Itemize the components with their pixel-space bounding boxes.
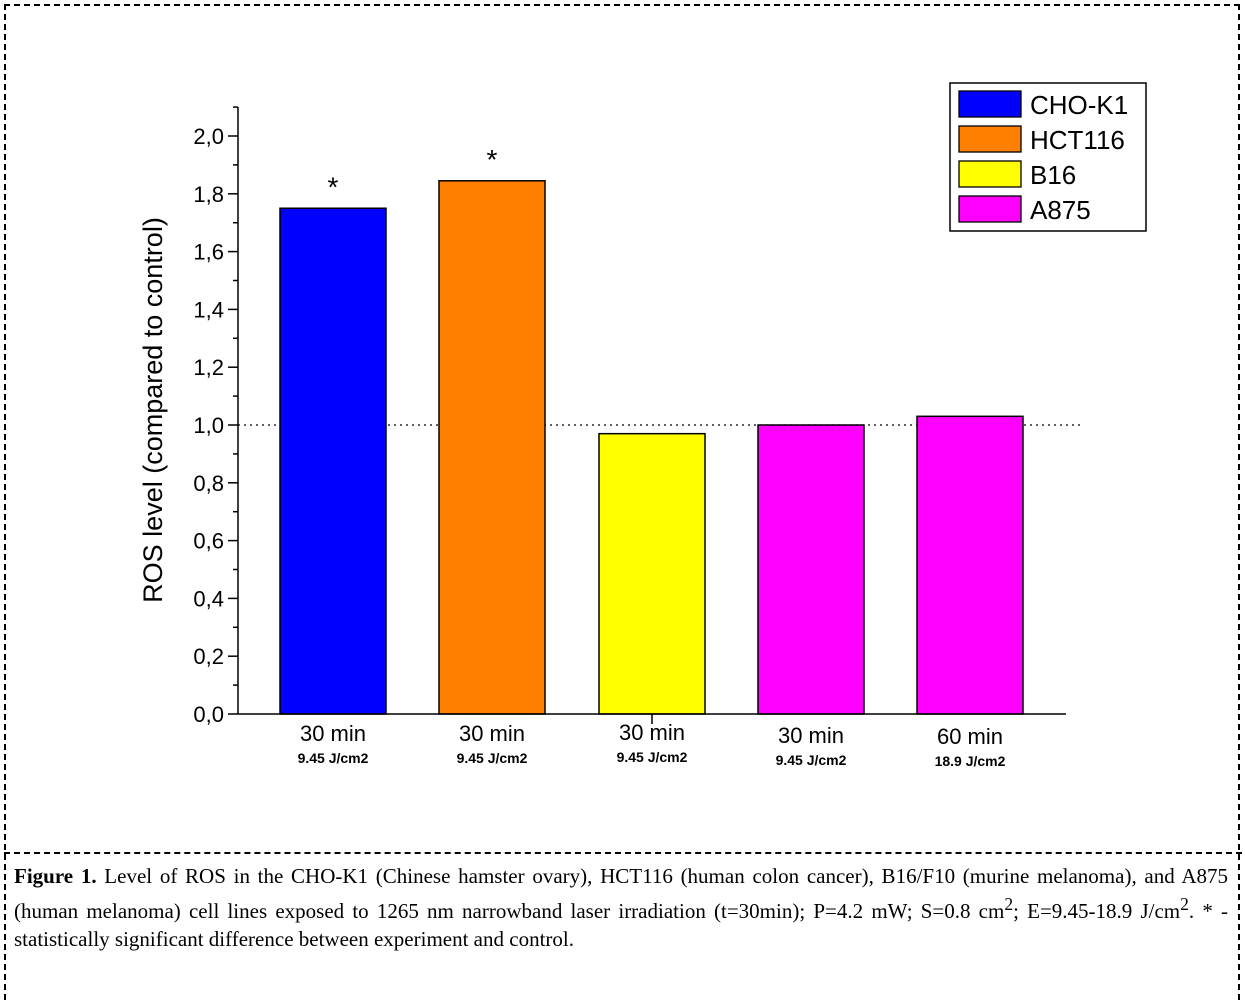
legend-swatch-hct116 [958,125,1022,153]
legend-label-cho-k1: CHO-K1 [1030,90,1128,120]
y-tick-label: 0,6 [193,529,224,554]
x-label-time-1: 30 min [300,721,366,746]
y-tick-label: 1,8 [193,182,224,207]
significance-mark-2: * [487,144,498,175]
legend-label-b16: B16 [1030,160,1076,190]
caption-text-3: . * - statistically significant differen… [14,899,1229,951]
y-tick-label: 0,2 [193,644,224,669]
legend-swatch-b16 [958,160,1022,188]
y-tick-label: 0,0 [193,702,224,727]
y-tick-label: 1,6 [193,240,224,265]
caption-sup-1: 2 [1004,894,1014,914]
caption-sup-2: 2 [1180,894,1189,914]
x-label-time-3: 30 min [619,720,685,745]
y-tick-label: 1,2 [193,355,224,380]
bar-hct116-2 [438,180,546,715]
y-tick-label: 0,4 [193,586,224,611]
y-axis-label: ROS level (compared to control) [138,217,168,603]
caption-text-2: ; E=9.45-18.9 J/cm [1013,899,1181,923]
caption-divider [4,852,1242,854]
legend-label-hct116: HCT116 [1030,125,1125,155]
figure-frame [4,4,1240,1000]
x-label-time-5: 60 min [937,724,1003,749]
y-tick-label: 1,4 [193,297,224,322]
legend-swatch-cho-k1 [958,90,1022,118]
legend-label-a875: A875 [1030,195,1091,225]
y-tick-label: 1,0 [193,413,224,438]
x-label-time-4: 30 min [778,723,844,748]
figure-caption: Figure 1. Level of ROS in the CHO-K1 (Ch… [14,862,1228,953]
x-label-dose-4: 9.45 J/cm2 [776,752,847,768]
bar-cho-k1-1 [279,207,387,715]
x-label-time-2: 30 min [459,721,525,746]
significance-mark-1: * [328,171,339,202]
x-label-dose-5: 18.9 J/cm2 [935,753,1006,769]
x-label-dose-1: 9.45 J/cm2 [298,750,369,766]
x-label-dose-2: 9.45 J/cm2 [457,750,528,766]
bar-chart: * * 0,0 0,2 0,4 0,6 0,8 1,0 1,2 1,4 1,6 1,8 2,0 ROS l… [138,82,1147,769]
y-tick-label: 0,8 [193,471,224,496]
caption-label: Figure 1. [14,864,97,888]
x-label-dose-3: 9.45 J/cm2 [617,749,688,765]
caption-text-1: Level of ROS in the CHO-K1 (Chinese hams… [14,864,1228,923]
y-tick-label: 2,0 [193,124,224,149]
bar-a875-5 [916,415,1024,715]
bar-a875-4 [757,424,865,715]
legend-swatch-a875 [958,195,1022,223]
bar-b16-3 [598,432,706,715]
